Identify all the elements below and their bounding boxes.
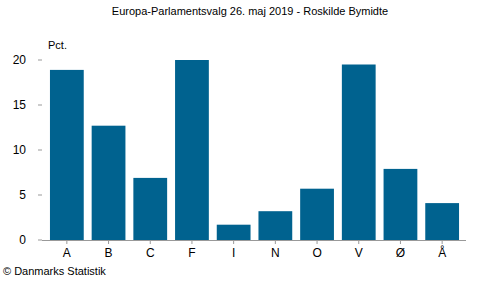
y-tick xyxy=(38,105,42,106)
bar xyxy=(384,169,418,240)
x-tick xyxy=(317,240,318,244)
x-tick-label: V xyxy=(355,246,363,260)
bar xyxy=(133,178,167,240)
x-tick-label: Ø xyxy=(396,246,405,260)
y-tick-label: 20 xyxy=(13,53,27,67)
y-tick-label: 15 xyxy=(13,98,27,112)
y-tick xyxy=(38,150,42,151)
x-tick-label: Å xyxy=(438,245,446,260)
x-tick-label: O xyxy=(312,246,321,260)
x-tick-label: C xyxy=(146,246,155,260)
x-tick-label: I xyxy=(232,246,235,260)
x-axis xyxy=(42,240,466,241)
y-tick-label: 10 xyxy=(13,143,27,157)
source: © Danmarks Statistik xyxy=(3,265,106,277)
x-tick xyxy=(358,240,359,244)
x-tick xyxy=(400,240,401,244)
y-label: Pct. xyxy=(48,39,67,51)
x-tick-label: F xyxy=(188,246,195,260)
x-tick xyxy=(275,240,276,244)
bar xyxy=(217,225,251,240)
title: Europa-Parlamentsvalg 26. maj 2019 - Ros… xyxy=(112,5,388,17)
bar xyxy=(342,65,376,241)
x-tick-label: A xyxy=(63,246,71,260)
x-tick xyxy=(150,240,151,244)
bar xyxy=(92,126,126,240)
bar xyxy=(258,211,292,240)
y-tick xyxy=(38,240,42,241)
y-tick xyxy=(38,60,42,61)
x-tick-label: B xyxy=(105,246,113,260)
x-tick-label: N xyxy=(271,246,280,260)
bar xyxy=(50,70,84,240)
x-tick xyxy=(233,240,234,244)
bar xyxy=(175,60,209,240)
bar xyxy=(425,203,459,240)
chart: Europa-Parlamentsvalg 26. maj 2019 - Ros… xyxy=(0,0,500,282)
y-tick-label: 5 xyxy=(19,188,26,202)
y-tick-label: 0 xyxy=(19,233,26,247)
x-tick xyxy=(191,240,192,244)
bars xyxy=(50,60,459,240)
x-tick xyxy=(442,240,443,244)
x-tick xyxy=(108,240,109,244)
bar xyxy=(300,189,334,240)
x-tick xyxy=(66,240,67,244)
y-tick xyxy=(38,195,42,196)
